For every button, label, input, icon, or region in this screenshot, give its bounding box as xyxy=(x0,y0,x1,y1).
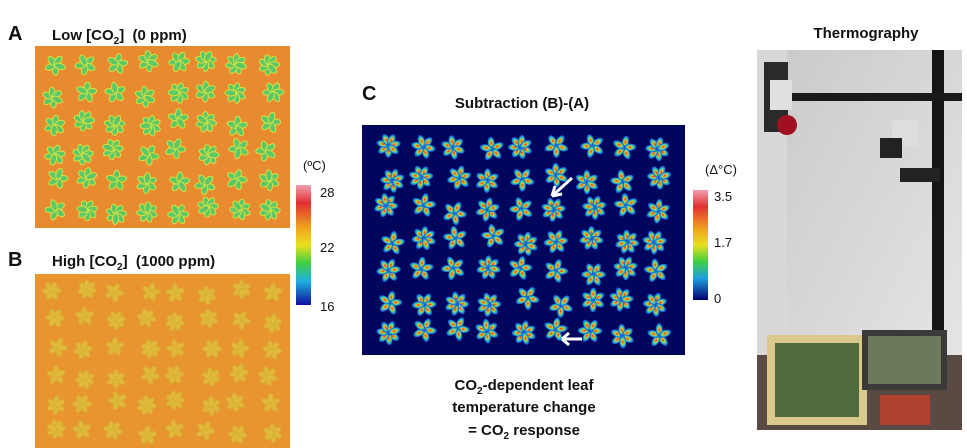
title-text: Low [CO xyxy=(52,27,114,44)
colorbar xyxy=(296,185,311,305)
panel-title: Low [CO2] (0 ppm) xyxy=(52,27,187,47)
leaf xyxy=(225,90,236,96)
colorbar-unit: (ºC) xyxy=(303,158,326,173)
colorbar-label: 16 xyxy=(320,299,334,314)
leaf xyxy=(268,393,274,403)
colorbar-label: 1.7 xyxy=(714,235,732,250)
leaf xyxy=(57,345,67,351)
leaf xyxy=(553,145,560,158)
panel-title: High [CO2] (1000 ppm) xyxy=(52,253,215,273)
leaf xyxy=(166,345,176,351)
caption-text: = CO xyxy=(468,422,504,439)
panel-letter: B xyxy=(8,249,22,271)
panel-letter: C xyxy=(362,83,376,105)
caption-line: = CO2 response xyxy=(468,422,580,442)
caption-text: response xyxy=(509,422,580,439)
caption-text: CO xyxy=(455,377,478,394)
colorbar-label: 3.5 xyxy=(714,189,732,204)
panel-title: Subtraction (B)-(A) xyxy=(455,95,589,112)
colorbar-unit: (Δ°C) xyxy=(705,162,737,177)
leaf xyxy=(140,123,151,129)
colorbar-label: 22 xyxy=(320,240,334,255)
photo-title: Thermography xyxy=(813,25,919,42)
leaf xyxy=(168,89,179,96)
photo xyxy=(757,50,962,430)
colorbar-label: 0 xyxy=(714,291,721,306)
title-text: ] (0 ppm) xyxy=(119,27,187,44)
leaf xyxy=(265,170,272,181)
leaf xyxy=(208,152,219,158)
colorbar-label: 28 xyxy=(320,185,334,200)
leaf xyxy=(239,289,245,299)
title-text: ] (1000 ppm) xyxy=(123,253,216,270)
caption-line: temperature change xyxy=(452,399,595,416)
leaf xyxy=(83,117,94,124)
figure: A Low [CO2] (0 ppm) B High [CO2] (1000 p… xyxy=(0,0,967,448)
caption-line: CO2-dependent leaf xyxy=(455,377,595,397)
leaf xyxy=(143,396,150,407)
thermal-image-a xyxy=(35,46,290,228)
caption-text: -dependent leaf xyxy=(483,377,595,394)
thermal-image-b xyxy=(35,274,290,448)
colorbar xyxy=(693,190,708,300)
leaf xyxy=(208,396,214,406)
title-text: High [CO xyxy=(52,253,117,270)
panel-letter: A xyxy=(8,23,22,45)
